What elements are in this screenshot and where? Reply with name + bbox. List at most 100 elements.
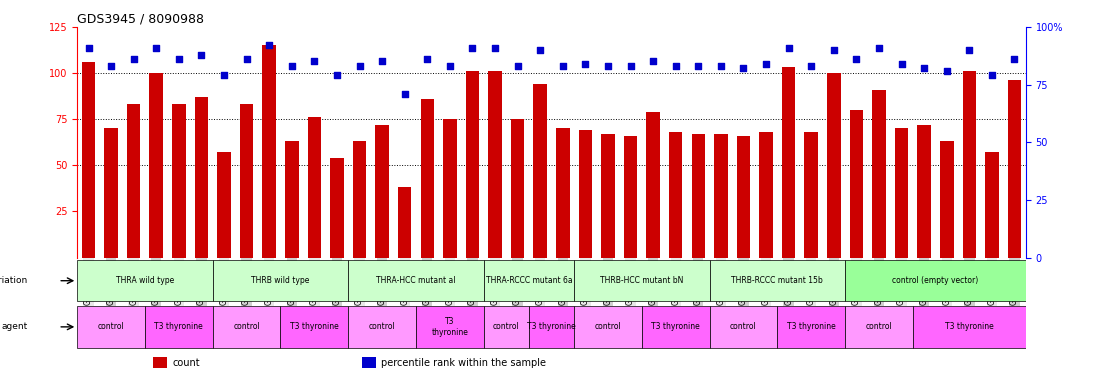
FancyBboxPatch shape <box>144 306 213 348</box>
Bar <box>601 134 614 258</box>
FancyBboxPatch shape <box>484 306 529 348</box>
Point <box>79 45 97 51</box>
Point <box>170 56 188 62</box>
Bar <box>150 73 163 258</box>
Bar <box>330 158 344 258</box>
Bar <box>239 104 254 258</box>
Bar <box>263 45 276 258</box>
Point <box>735 65 752 71</box>
Text: THRB-RCCC mutant 15b: THRB-RCCC mutant 15b <box>731 276 823 285</box>
Point <box>508 63 526 69</box>
Bar <box>646 112 660 258</box>
Bar <box>375 125 389 258</box>
Text: control: control <box>98 323 125 331</box>
Bar <box>362 356 376 368</box>
Point <box>780 45 797 51</box>
Point <box>961 47 978 53</box>
Text: control: control <box>368 323 396 331</box>
Text: THRB-HCC mutant bN: THRB-HCC mutant bN <box>600 276 684 285</box>
Text: percentile rank within the sample: percentile rank within the sample <box>381 358 546 368</box>
Point <box>125 56 142 62</box>
Bar <box>420 99 435 258</box>
Point <box>306 58 323 65</box>
Text: GDS3945 / 8090988: GDS3945 / 8090988 <box>77 13 204 26</box>
Text: T3 thyronine: T3 thyronine <box>652 323 700 331</box>
Text: genotype/variation: genotype/variation <box>0 276 28 285</box>
Text: THRA wild type: THRA wild type <box>116 276 174 285</box>
Bar <box>82 62 95 258</box>
Point <box>667 63 685 69</box>
Point <box>847 56 865 62</box>
Bar <box>285 141 299 258</box>
FancyBboxPatch shape <box>845 306 913 348</box>
Point <box>418 56 436 62</box>
Text: count: count <box>172 358 200 368</box>
Point <box>351 63 368 69</box>
Bar <box>849 110 864 258</box>
Point <box>103 63 120 69</box>
Bar <box>827 73 840 258</box>
Point <box>983 72 1000 78</box>
Bar <box>940 141 953 258</box>
Bar <box>759 132 773 258</box>
Point <box>892 61 910 67</box>
Text: agent: agent <box>2 323 28 331</box>
Bar <box>1008 80 1021 258</box>
Text: THRB wild type: THRB wild type <box>251 276 310 285</box>
Point <box>622 63 640 69</box>
Point <box>373 58 390 65</box>
FancyBboxPatch shape <box>349 306 416 348</box>
FancyBboxPatch shape <box>709 306 778 348</box>
Point <box>148 45 165 51</box>
Point <box>486 45 504 51</box>
Point <box>577 61 595 67</box>
Bar <box>465 71 479 258</box>
Bar <box>579 130 592 258</box>
Text: control: control <box>866 323 892 331</box>
Point <box>713 63 730 69</box>
Text: T3 thyronine: T3 thyronine <box>786 323 836 331</box>
Point <box>938 68 955 74</box>
FancyBboxPatch shape <box>574 306 642 348</box>
Point <box>283 63 301 69</box>
Bar <box>782 68 795 258</box>
FancyBboxPatch shape <box>416 306 484 348</box>
Bar <box>963 71 976 258</box>
Point <box>689 63 707 69</box>
Bar <box>737 136 750 258</box>
Point <box>915 65 933 71</box>
FancyBboxPatch shape <box>280 306 349 348</box>
Point <box>238 56 256 62</box>
Point <box>758 61 775 67</box>
Bar <box>127 104 140 258</box>
Bar <box>511 119 524 258</box>
Bar <box>353 141 366 258</box>
Point <box>215 72 233 78</box>
Text: T3
thyronine: T3 thyronine <box>431 317 469 336</box>
Text: T3 thyronine: T3 thyronine <box>527 323 576 331</box>
Bar <box>153 356 168 368</box>
Text: control: control <box>730 323 757 331</box>
Point <box>599 63 617 69</box>
Point <box>328 72 345 78</box>
FancyBboxPatch shape <box>642 306 709 348</box>
FancyBboxPatch shape <box>709 260 845 301</box>
FancyBboxPatch shape <box>77 306 144 348</box>
Bar <box>714 134 728 258</box>
Bar <box>534 84 547 258</box>
Bar <box>668 132 683 258</box>
FancyBboxPatch shape <box>213 260 349 301</box>
Bar <box>105 128 118 258</box>
Bar <box>194 97 208 258</box>
Bar <box>489 71 502 258</box>
Bar <box>872 89 886 258</box>
FancyBboxPatch shape <box>213 306 280 348</box>
FancyBboxPatch shape <box>574 260 709 301</box>
Bar <box>624 136 638 258</box>
Point <box>463 45 481 51</box>
Bar <box>556 128 569 258</box>
Text: control (empty vector): control (empty vector) <box>892 276 978 285</box>
Bar <box>308 118 321 258</box>
Point <box>532 47 549 53</box>
Bar <box>985 152 998 258</box>
